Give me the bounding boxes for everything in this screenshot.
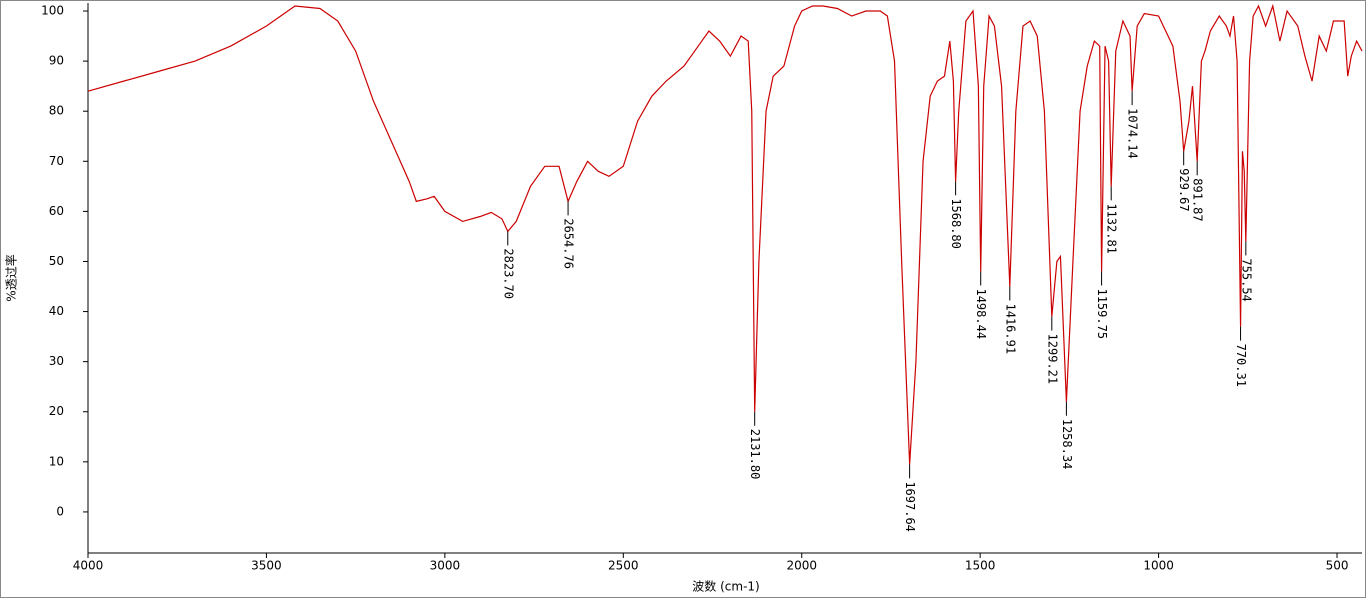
y-tick-label: 50 bbox=[49, 254, 64, 268]
x-tick-label: 500 bbox=[1326, 559, 1349, 573]
peak-label: 929.67 bbox=[1177, 168, 1191, 211]
x-axis-label: 波数 (cm-1) bbox=[692, 579, 759, 594]
y-tick-label: 100 bbox=[41, 4, 64, 18]
peak-label: 1416.91 bbox=[1003, 304, 1017, 355]
x-tick-label: 1500 bbox=[965, 559, 996, 573]
peak-label: 1568.80 bbox=[949, 198, 963, 249]
y-tick-label: 70 bbox=[49, 154, 64, 168]
peak-label: 1074.14 bbox=[1126, 108, 1140, 159]
y-axis-label: %透过率 bbox=[4, 254, 19, 301]
y-tick-label: 40 bbox=[49, 304, 64, 318]
peak-label: 1159.75 bbox=[1095, 288, 1109, 339]
x-tick-label: 2000 bbox=[786, 559, 817, 573]
peak-label: 891.87 bbox=[1191, 178, 1205, 221]
x-tick-label: 4000 bbox=[73, 559, 104, 573]
y-tick-label: 0 bbox=[56, 504, 64, 518]
peak-label: 2823.70 bbox=[501, 248, 515, 299]
x-tick-label: 1000 bbox=[1143, 559, 1174, 573]
peak-label: 2654.76 bbox=[562, 218, 576, 269]
peak-label: 1258.34 bbox=[1060, 419, 1074, 470]
peak-label: 1132.81 bbox=[1105, 203, 1119, 254]
y-tick-label: 30 bbox=[49, 354, 64, 368]
y-tick-label: 10 bbox=[49, 454, 64, 468]
x-tick-label: 3500 bbox=[251, 559, 282, 573]
peak-label: 1697.64 bbox=[903, 481, 917, 532]
peak-label: 1299.21 bbox=[1045, 334, 1059, 385]
y-tick-label: 90 bbox=[49, 54, 64, 68]
peak-label: 2131.80 bbox=[748, 429, 762, 480]
y-tick-label: 60 bbox=[49, 204, 64, 218]
y-tick-label: 80 bbox=[49, 104, 64, 118]
spectrum-line bbox=[87, 3, 1363, 465]
peak-label: 755.54 bbox=[1239, 258, 1253, 301]
y-tick-label: 20 bbox=[49, 404, 64, 418]
peak-label: 770.31 bbox=[1234, 344, 1248, 387]
peak-label: 1498.44 bbox=[974, 288, 988, 339]
x-tick-label: 3000 bbox=[430, 559, 461, 573]
x-tick-label: 2500 bbox=[608, 559, 639, 573]
